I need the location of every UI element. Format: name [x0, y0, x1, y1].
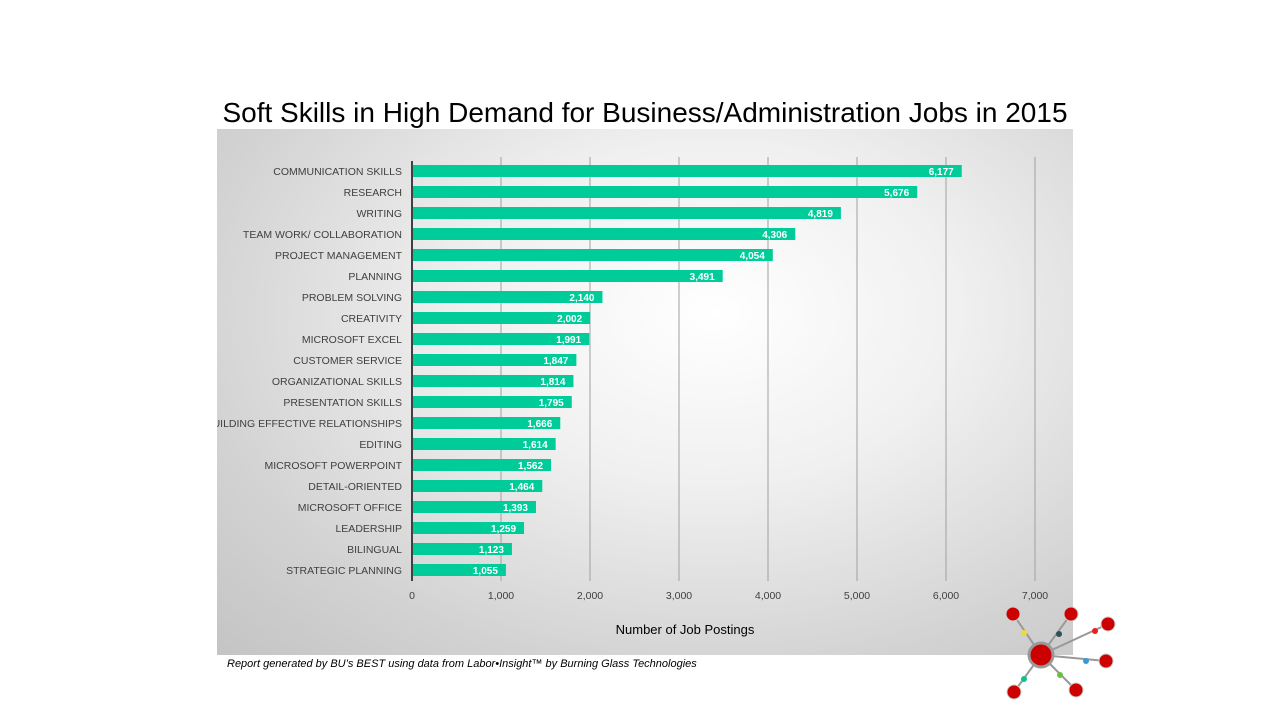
category-label: MICROSOFT EXCEL: [302, 334, 402, 346]
data-label: 1,814: [540, 377, 565, 388]
bar: [412, 480, 543, 492]
category-label: STRATEGIC PLANNING: [286, 565, 402, 577]
bar: [412, 438, 556, 450]
category-label: EDITING: [359, 439, 402, 451]
x-tick-label: 5,000: [844, 590, 870, 602]
bar: [412, 291, 603, 303]
data-label: 1,055: [473, 566, 498, 577]
bar: [412, 375, 574, 387]
data-label: 6,177: [929, 167, 954, 178]
bar: [412, 459, 552, 471]
bar: [412, 522, 525, 534]
data-label: 1,795: [539, 398, 564, 409]
bar: [412, 249, 773, 261]
category-label: LEADERSHIP: [335, 523, 402, 535]
category-label: PRESENTATION SKILLS: [283, 397, 402, 409]
bar: [412, 564, 506, 576]
data-label: 1,666: [527, 419, 552, 430]
data-label: 1,847: [543, 356, 568, 367]
data-label: 5,676: [884, 188, 909, 199]
x-tick-label: 6,000: [933, 590, 959, 602]
x-tick-label: 0: [409, 590, 415, 602]
x-tick-label: 4,000: [755, 590, 781, 602]
molecule-network-logo-icon: [1005, 606, 1116, 700]
data-label: 4,819: [808, 209, 833, 220]
footnote: Report generated by BU’s BEST using data…: [227, 658, 697, 670]
category-label: TEAM WORK/ COLLABORATION: [243, 229, 402, 241]
category-label: CREATIVITY: [341, 313, 402, 325]
bar: [412, 186, 918, 198]
chart-title: Soft Skills in High Demand for Business/…: [222, 97, 1068, 128]
data-label: 2,002: [557, 314, 582, 325]
bar: [412, 354, 577, 366]
bar: [412, 228, 796, 240]
bar: [412, 312, 591, 324]
data-label: 1,259: [491, 524, 516, 535]
category-label: MICROSOFT OFFICE: [298, 502, 402, 514]
chart-area: 0 1,000 2,000 3,000 4,000 5,000 6,000 7,000 COMM…: [217, 129, 1073, 655]
data-label: 4,054: [740, 251, 765, 262]
bar: [412, 396, 572, 408]
bar: [412, 501, 536, 513]
data-label: 3,491: [690, 272, 715, 283]
x-axis-title: Number of Job Postings: [616, 622, 755, 637]
data-label: 2,140: [569, 293, 594, 304]
data-label: 1,464: [509, 482, 534, 493]
category-label: COMMUNICATION SKILLS: [273, 166, 402, 178]
x-tick-label: 3,000: [666, 590, 692, 602]
bar: [412, 417, 561, 429]
bar: [412, 207, 841, 219]
bar: [412, 543, 512, 555]
x-tick-label: 1,000: [488, 590, 514, 602]
x-tick-label: 2,000: [577, 590, 603, 602]
category-label: WRITING: [357, 208, 403, 220]
category-label: PLANNING: [348, 271, 402, 283]
category-label: BUILDING EFFECTIVE RELATIONSHIPS: [217, 418, 402, 430]
data-label: 1,614: [523, 440, 548, 451]
category-label: ORGANIZATIONAL SKILLS: [272, 376, 402, 388]
data-label: 1,123: [479, 545, 504, 556]
category-label: PROBLEM SOLVING: [302, 292, 402, 304]
bar-chart: 0 1,000 2,000 3,000 4,000 5,000 6,000 7,000 COMM…: [217, 157, 1048, 637]
category-label: CUSTOMER SERVICE: [293, 355, 402, 367]
data-label: 1,562: [518, 461, 543, 472]
x-tick-label: 7,000: [1022, 590, 1048, 602]
category-label: PROJECT MANAGEMENT: [275, 250, 403, 262]
category-label: BILINGUAL: [347, 544, 402, 556]
bar: [412, 165, 962, 177]
data-label: 1,393: [503, 503, 528, 514]
category-label: RESEARCH: [344, 187, 402, 199]
bar: [412, 270, 723, 282]
data-label: 4,306: [762, 230, 787, 241]
category-label: MICROSOFT POWERPOINT: [265, 460, 403, 472]
category-label: DETAIL-ORIENTED: [308, 481, 402, 493]
bar: [412, 333, 590, 345]
data-label: 1,991: [556, 335, 581, 346]
